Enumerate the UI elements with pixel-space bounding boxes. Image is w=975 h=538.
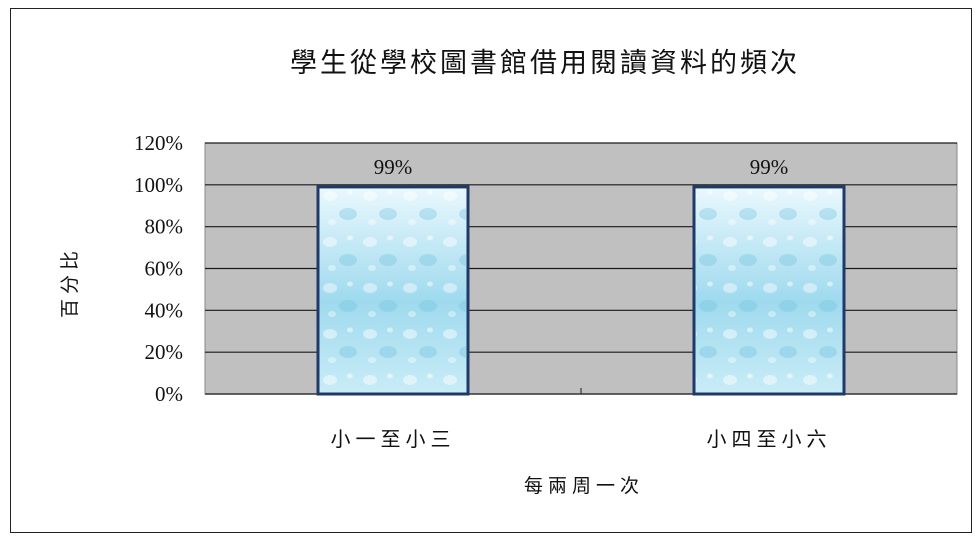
y-tick-label: 120%: [134, 131, 183, 155]
x-tick-label: 小四至小六: [707, 427, 832, 451]
y-tick-label: 20%: [145, 340, 184, 364]
data-label: 99%: [374, 155, 413, 179]
x-tick-label: 小一至小三: [331, 427, 456, 451]
bar-texture: [696, 189, 842, 392]
y-tick-label: 40%: [145, 298, 184, 322]
y-tick-label: 0%: [155, 382, 183, 406]
y-tick-label: 60%: [145, 257, 184, 281]
y-axis-label: 百分比: [59, 246, 81, 318]
y-tick-label: 100%: [134, 173, 183, 197]
x-axis-label: 每兩周一次: [524, 475, 644, 497]
bar-texture: [320, 189, 466, 392]
chart-title: 學生從學校圖書館借用閱讀資料的頻次: [290, 48, 800, 79]
plot-area: 0% 20% 40% 60% 80% 100% 120% 99% 小一至小三 99% 小四至小六: [134, 131, 957, 451]
y-tick-label: 80%: [145, 215, 184, 239]
data-label: 99%: [750, 155, 789, 179]
